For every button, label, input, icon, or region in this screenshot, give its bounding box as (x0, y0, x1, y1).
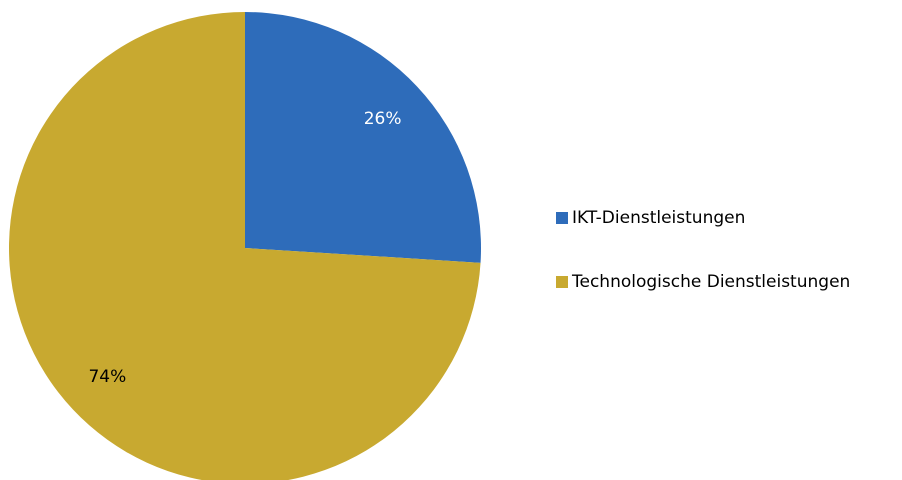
legend-label: IKT-Dienstleistungen (572, 208, 745, 228)
legend-label: Technologische Dienstleistungen (571, 272, 850, 292)
data-label: 26% (364, 109, 402, 129)
pie-slice (9, 12, 481, 480)
data-label: 74% (88, 367, 126, 387)
legend-swatch (556, 212, 568, 224)
legend-swatch (556, 276, 568, 288)
pie-slice (245, 12, 481, 263)
